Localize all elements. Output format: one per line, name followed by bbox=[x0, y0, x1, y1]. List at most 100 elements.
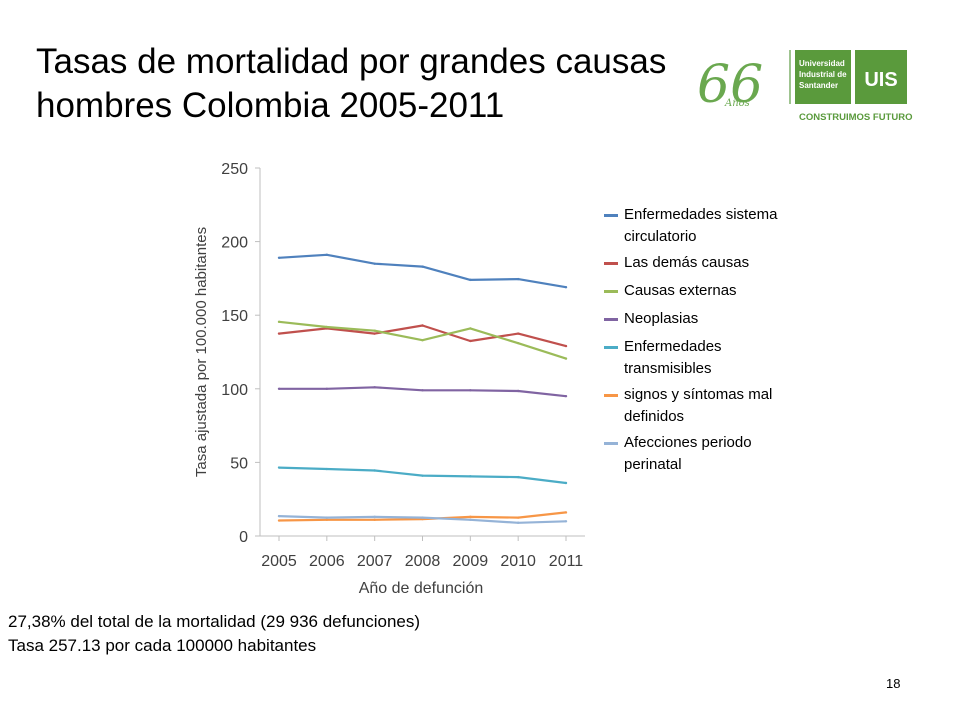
data-point bbox=[277, 466, 281, 469]
legend-label: signos y síntomas mal bbox=[624, 386, 773, 403]
data-point bbox=[277, 332, 281, 335]
legend-swatch bbox=[604, 346, 618, 349]
legend-item: Enfermedades sistema circulatorio bbox=[604, 204, 844, 248]
data-point bbox=[277, 320, 281, 324]
logo-university-line-1: Universidad bbox=[799, 59, 845, 68]
y-tick-label: 50 bbox=[230, 455, 248, 472]
legend-label-continued: definidos bbox=[624, 408, 685, 425]
slide-title: Tasas de mortalidad por grandes causas h… bbox=[36, 40, 756, 128]
data-point bbox=[325, 467, 329, 471]
data-point bbox=[325, 325, 329, 329]
data-point bbox=[516, 389, 520, 393]
x-tick-label: 2009 bbox=[453, 553, 489, 570]
legend-item: signos y síntomas mal definidos bbox=[604, 384, 844, 428]
data-point bbox=[564, 286, 568, 289]
series-lines bbox=[277, 253, 568, 524]
data-point bbox=[325, 387, 329, 390]
data-point bbox=[421, 339, 424, 342]
y-axis-title: Tasa ajustada por 100.000 habitantes bbox=[193, 227, 210, 477]
data-point bbox=[564, 357, 568, 360]
legend-item: Las demás causas bbox=[604, 252, 844, 274]
data-point bbox=[469, 389, 472, 392]
data-point bbox=[469, 515, 472, 519]
x-tick-label: 2006 bbox=[309, 553, 345, 570]
y-tick-label: 200 bbox=[221, 235, 248, 252]
data-point bbox=[516, 475, 520, 479]
x-tick-label: 2011 bbox=[549, 553, 584, 570]
data-point bbox=[277, 256, 281, 259]
line-chart: 0 50 100 150 200 250 2005 2006 2007 2008 2009 2010… bbox=[193, 161, 585, 597]
data-point bbox=[421, 324, 424, 327]
logo-anniversary-word: Años bbox=[724, 98, 750, 109]
logo-shield bbox=[855, 50, 907, 104]
legend-label: Afecciones periodo bbox=[624, 434, 752, 451]
data-point bbox=[421, 389, 424, 392]
legend-label-continued: circulatorio bbox=[624, 228, 697, 245]
title-line-2: hombres Colombia 2005-2011 bbox=[36, 86, 505, 125]
legend-swatch bbox=[604, 318, 618, 321]
data-point bbox=[469, 475, 472, 478]
logo-university-line-2: Industrial de bbox=[799, 70, 847, 79]
legend-item: Causas externas bbox=[604, 280, 844, 302]
legend-item: Enfermedades transmisibles bbox=[604, 336, 844, 380]
y-tick-label: 0 bbox=[239, 529, 248, 546]
data-point bbox=[421, 474, 424, 477]
summary-notes: 27,38% del total de la mortalidad (29 93… bbox=[8, 610, 420, 658]
legend-swatch bbox=[604, 262, 618, 265]
legend-swatch bbox=[604, 442, 618, 445]
data-point bbox=[277, 514, 281, 518]
legend-swatch bbox=[604, 394, 618, 397]
title-line-1: Tasas de mortalidad por grandes causas bbox=[36, 42, 667, 81]
data-point bbox=[564, 511, 568, 514]
data-point bbox=[469, 518, 472, 522]
x-tick-label: 2008 bbox=[405, 553, 441, 570]
data-point bbox=[373, 469, 376, 472]
data-point bbox=[469, 278, 472, 282]
data-point bbox=[421, 265, 424, 268]
data-point bbox=[469, 327, 472, 330]
data-point bbox=[325, 518, 329, 522]
x-tick-label: 2007 bbox=[357, 553, 393, 570]
legend-label: Enfermedades bbox=[624, 338, 722, 355]
logo-anniversary-number: 66 bbox=[697, 55, 763, 115]
logo-initials: UIS bbox=[864, 69, 897, 91]
legend-label-continued: transmisibles bbox=[624, 360, 712, 377]
x-tick-label: 2005 bbox=[261, 553, 297, 570]
y-tick-label: 250 bbox=[221, 161, 248, 178]
series-line-2 bbox=[278, 324, 567, 348]
page-number: 18 bbox=[886, 676, 901, 691]
y-tick-label: 100 bbox=[221, 382, 248, 399]
logo-slogan: CONSTRUIMOS FUTURO bbox=[799, 112, 912, 123]
y-tick-label: 150 bbox=[221, 308, 248, 325]
data-point bbox=[516, 277, 520, 281]
data-point bbox=[469, 339, 472, 343]
data-point bbox=[325, 253, 329, 257]
data-point bbox=[564, 520, 568, 523]
legend-label: Enfermedades sistema bbox=[624, 206, 778, 223]
logo-name-box bbox=[795, 50, 851, 104]
legend-item: Neoplasias bbox=[604, 308, 844, 330]
legend-item: Afecciones periodo perinatal bbox=[604, 432, 844, 476]
data-point bbox=[373, 332, 376, 335]
y-axis-ticks: 0 50 100 150 200 250 bbox=[221, 161, 260, 546]
legend-label: Causas externas bbox=[624, 282, 737, 299]
x-axis-ticks: 2005 2006 2007 2008 2009 2010 2011 bbox=[261, 536, 583, 570]
logo-university-line-3: Santander bbox=[799, 81, 838, 90]
data-point bbox=[564, 344, 568, 348]
x-axis-title: Año de defunción bbox=[359, 580, 484, 597]
legend-swatch bbox=[604, 214, 618, 217]
data-point bbox=[277, 519, 281, 522]
data-point bbox=[373, 262, 376, 265]
series-line-4 bbox=[279, 386, 567, 398]
rate-note: Tasa 257.13 por cada 100000 habitantes bbox=[8, 636, 317, 655]
data-point bbox=[564, 394, 568, 398]
data-point bbox=[373, 515, 376, 519]
legend-swatch bbox=[604, 290, 618, 293]
data-point bbox=[421, 516, 424, 519]
data-point bbox=[277, 387, 281, 390]
legend-label: Neoplasias bbox=[624, 310, 699, 327]
series-line-1 bbox=[278, 253, 567, 289]
data-point bbox=[516, 516, 520, 519]
data-point bbox=[325, 516, 329, 519]
data-point bbox=[564, 481, 568, 485]
